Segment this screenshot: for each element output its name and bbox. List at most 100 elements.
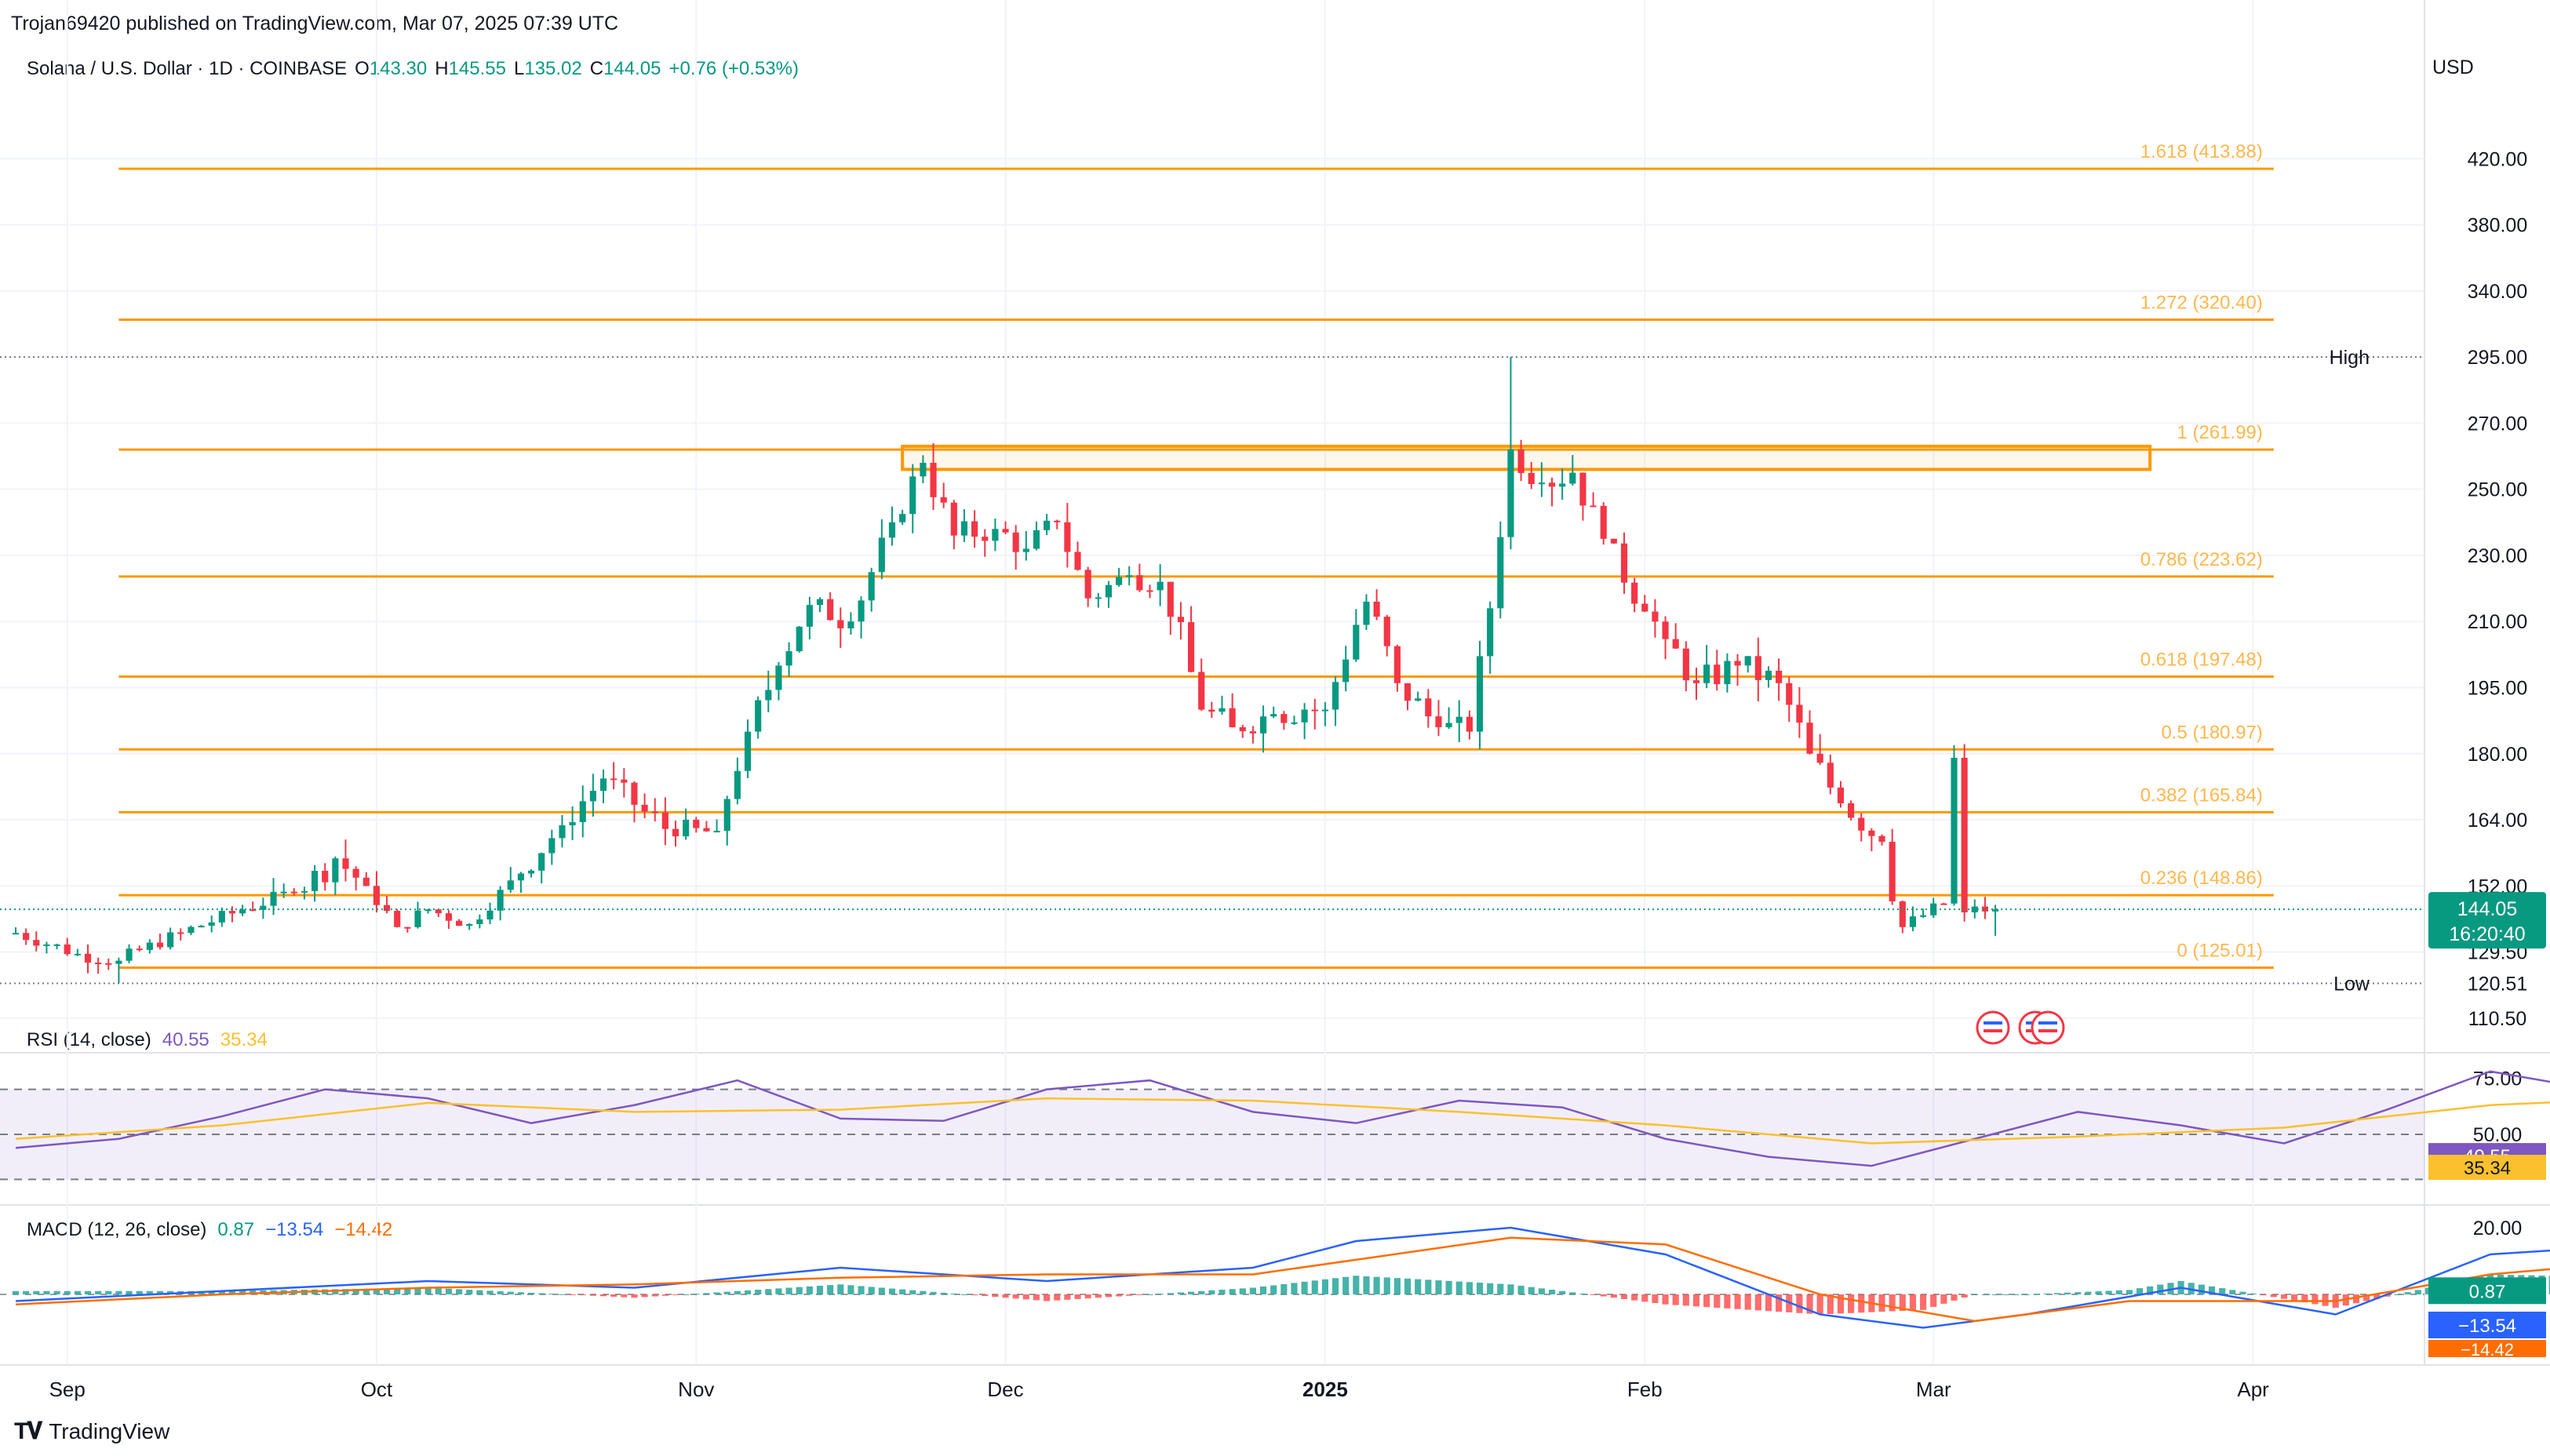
macd-histogram-bar [1198, 1290, 1205, 1294]
last-price-badge [2428, 892, 2546, 949]
macd-histogram-bar [445, 1288, 452, 1294]
macd-histogram-bar [507, 1291, 514, 1294]
candle-body [1868, 830, 1875, 836]
macd-histogram-bar [1641, 1294, 1648, 1302]
candle-body [765, 690, 772, 701]
candle-body [455, 920, 463, 926]
macd-histogram-bar [1259, 1286, 1267, 1294]
candle-body [744, 731, 752, 771]
candle-body [1002, 529, 1009, 533]
candle-body [1548, 482, 1556, 487]
candle-body [53, 944, 60, 946]
macd-histogram-bar [466, 1290, 473, 1294]
symbol-title[interactable]: Solana / U.S. Dollar · 1D · COINBASE [27, 58, 348, 79]
candle-body [1899, 901, 1906, 927]
candle-body [1930, 903, 1937, 915]
candle-body [105, 963, 112, 965]
macd-legend: MACD (12, 26, close) 0.87 −13.54 −14.42 [27, 1219, 392, 1241]
macd-histogram-bar [2136, 1288, 2144, 1294]
macd-histogram-bar [683, 1294, 690, 1295]
price-axis-tick: 180.00 [2468, 744, 2527, 766]
candle-body [775, 665, 782, 690]
macd-histogram-bar [899, 1289, 906, 1294]
candle-body [827, 599, 834, 621]
macd-histogram-bar [1363, 1276, 1370, 1294]
candle-body [1754, 656, 1761, 680]
macd-histogram-bar [1590, 1294, 1597, 1295]
fib-level-label: 0.786 (223.62) [2140, 549, 2263, 570]
fib-level-label: 0 (125.01) [2177, 941, 2262, 962]
macd-histogram-bar [1981, 1294, 1989, 1295]
macd-histogram-bar [1620, 1294, 1628, 1299]
open-value: 143.30 [369, 58, 428, 79]
macd-histogram-bar [1878, 1294, 1885, 1312]
macd-histogram-bar [2311, 1294, 2319, 1305]
candle-body [1776, 671, 1783, 683]
candle-body [1579, 472, 1586, 506]
candle-body [1393, 646, 1401, 683]
candle-body [1610, 538, 1617, 544]
macd-histogram-bar [1827, 1294, 1834, 1314]
candle-body [218, 911, 225, 923]
price-axis-tick: 195.00 [2468, 677, 2527, 699]
macd-histogram-bar [1270, 1285, 1277, 1294]
macd-histogram-bar [1373, 1276, 1380, 1294]
macd-histogram-bar [2280, 1294, 2288, 1299]
macd-histogram-bar [1909, 1294, 1917, 1311]
candle-body [693, 819, 700, 828]
candle-body [466, 924, 473, 926]
candle-body [1167, 581, 1174, 617]
macd-histogram-bar [1806, 1294, 1813, 1314]
macd-histogram-bar [1012, 1294, 1019, 1299]
rsi-value: 40.55 [162, 1029, 209, 1050]
macd-axis-tick: 20.00 [2473, 1218, 2523, 1239]
price-axis-tick: 270.00 [2468, 413, 2527, 435]
macd-histogram-bar [971, 1294, 978, 1296]
candle-body [301, 890, 308, 893]
macd-histogram-bar [136, 1290, 143, 1294]
candle-body [1321, 709, 1328, 712]
macd-title[interactable]: MACD (12, 26, close) [27, 1219, 207, 1240]
rsi-title[interactable]: RSI (14, close) [27, 1029, 151, 1050]
candle-body [1951, 758, 1958, 904]
macd-histogram-bar [2105, 1290, 2112, 1294]
candle-body [322, 871, 329, 883]
candle-body [64, 944, 71, 955]
macd-histogram-bar [2270, 1294, 2277, 1298]
candle-body [527, 870, 535, 874]
candle-body [1126, 575, 1133, 577]
macd-line-value: −13.54 [265, 1219, 324, 1240]
candle-body [1734, 661, 1741, 666]
candle-body [1517, 450, 1525, 473]
macd-histogram-bar [2260, 1294, 2267, 1296]
candle-body [1136, 575, 1143, 591]
macd-histogram-bar [476, 1290, 483, 1294]
candle-body [1229, 708, 1236, 728]
macd-histogram-bar [414, 1287, 421, 1294]
macd-histogram-bar [1219, 1290, 1226, 1294]
close-label: C [589, 58, 604, 79]
macd-histogram-bar [1455, 1281, 1463, 1294]
macd-histogram-bar [43, 1290, 50, 1294]
currency-label[interactable]: USD [2432, 56, 2474, 78]
tradingview-brand[interactable]: T𝐕 TradingView [14, 1418, 169, 1445]
candle-body [1724, 661, 1731, 685]
candle-body [1084, 570, 1091, 599]
price-axis-tick: 420.00 [2468, 148, 2527, 170]
macd-histogram-bar [1528, 1287, 1535, 1294]
candle-body [1054, 520, 1061, 522]
macd-histogram-bar [1404, 1278, 1412, 1294]
macd-histogram-bar [2219, 1288, 2226, 1294]
candle-body [1920, 915, 1927, 917]
countdown-value: 16:20:40 [2449, 923, 2525, 945]
macd-histogram-bar [734, 1290, 741, 1294]
candle-body [486, 910, 494, 920]
rsi-axis-tick: 50.00 [2473, 1124, 2523, 1146]
macd-histogram-bar [920, 1290, 927, 1294]
candle-body [579, 801, 586, 822]
price-axis-tick: 164.00 [2468, 810, 2527, 832]
candle-body [1652, 611, 1659, 622]
fib-level-label: 0.5 (180.97) [2161, 722, 2262, 743]
price-axis-tick: 340.00 [2468, 281, 2527, 303]
